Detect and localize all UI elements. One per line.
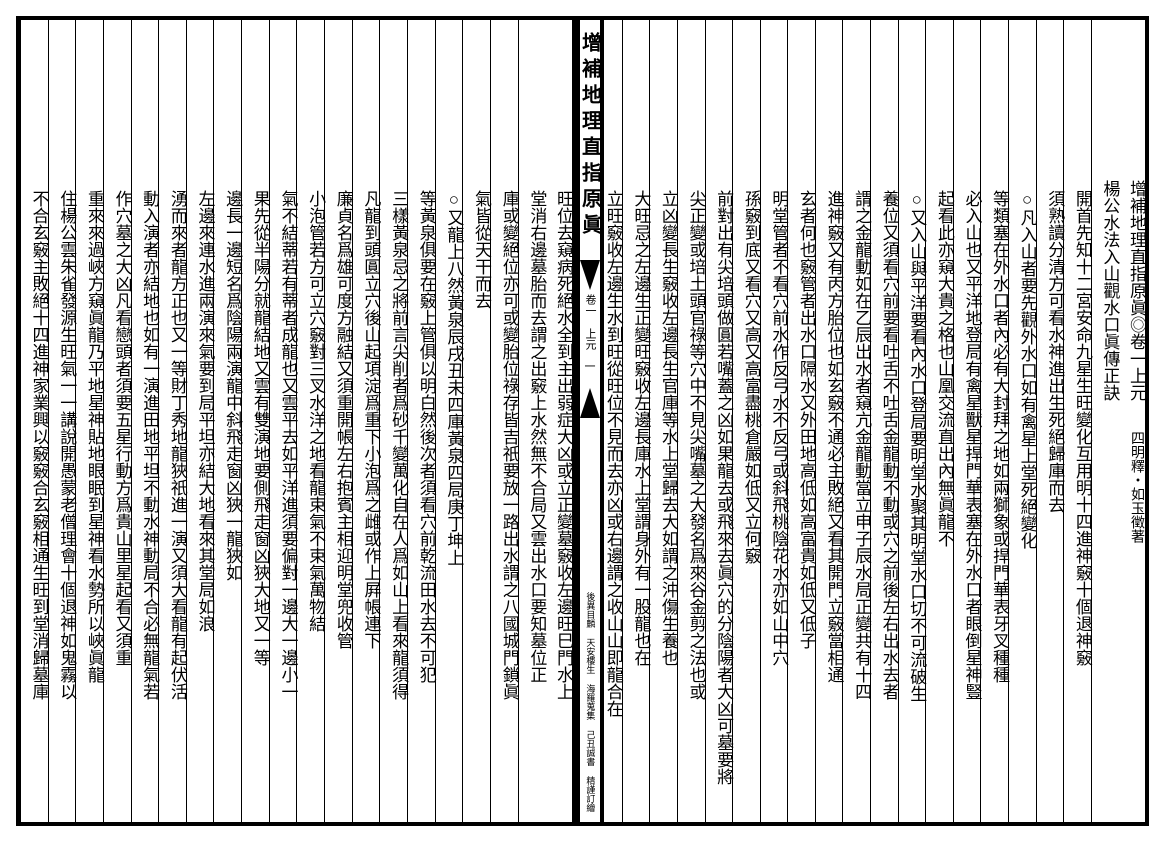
text-column: 進神竅又有丙方胎位也如玄竅不通必主敗絕又看其開門立竅當相通 <box>815 20 843 822</box>
text-column: 須熟讀分清方可看水神進出生死絕歸庫而去 <box>1036 20 1064 822</box>
text-column: 開首先知十二宮安命九星生旺變化互用明十四進神竅十個退神竅 <box>1063 20 1091 822</box>
text-column: 動入演者亦結地也如有一演進田地平坦不動水神動局不合必無龍氣若 <box>131 20 159 822</box>
column-text: 凡龍到頭圓立穴後山起項淀爲重下小泡爲之雌或作上屛帳連下 <box>362 20 379 657</box>
column-text: 左邊來連水進兩演來氣要到局平坦亦結大地看來其堂局如浪 <box>196 20 213 640</box>
column-text: ○凡入山者要先觀外水口如有禽星上堂死絕變化 <box>1019 20 1036 557</box>
text-column: 三樣黃泉忌之將前言尖削者爲砂千變萬化自在人爲如山上看來龍須得 <box>379 20 407 822</box>
spine-volume: 卷一 上元 <box>582 294 598 350</box>
text-column: 湧而來者龍方正也又一等財丁秀地龍狹祇進一演又須大看龍有起伏活 <box>158 20 186 822</box>
column-text: 等黃泉俱要在竅上管俱以明白然後次者須看穴前乾流田水去不可犯 <box>418 20 435 691</box>
column-text: 增補地理直指原眞◎卷一上元四明釋・如玉徵著 <box>1128 20 1145 551</box>
author-name: 四明釋・如玉徵著 <box>1129 431 1144 543</box>
text-column: ○又龍上八然黃泉辰戌丑未四庫黃泉四局庚丁坤上 <box>435 20 463 822</box>
spine-page-number: 一 <box>585 358 596 374</box>
text-column: 增補地理直指原眞◎卷一上元四明釋・如玉徵著 <box>1118 20 1145 822</box>
text-column: 起看此亦窺大貴之格也山凰交流直出內無眞龍不 <box>925 20 953 822</box>
text-column: 左邊來連水進兩演來氣要到局平坦亦結大地看來其堂局如浪 <box>186 20 214 822</box>
column-text: 開首先知十二宮安命九星生旺變化互用明十四進神竅十個退神竅 <box>1074 20 1091 674</box>
column-text: ○又入山與平洋要看內水口登局要明堂水聚其明堂水口切不可流破生 <box>908 20 925 710</box>
spine-credits: 後異目麟 天安樓生 海羅蒐集 己丑誠書 精謹訂繪 <box>585 592 596 822</box>
text-column: 凡龍到頭圓立穴後山起項淀爲重下小泡爲之雌或作上屛帳連下 <box>352 20 380 822</box>
text-column: 庫或變絕位亦可或變胎位祿存皆吉祇要放一路出水謂之八國城門鎖眞 <box>490 20 518 822</box>
text-column: 必入山也又平洋地登局有禽星獸星捍門華表塞在外水口者眼倒星神豎 <box>953 20 981 822</box>
column-text: 堂消右邊墓胎而去謂之出竅上水然無不合局又雲出水口要知墓位正 <box>528 20 545 691</box>
column-text: 起看此亦窺大貴之格也山凰交流直出內無眞龍不 <box>936 20 953 555</box>
column-text: 庫或變絕位亦可或變胎位祿存皆吉祇要放一路出水謂之八國城門鎖眞 <box>501 20 518 708</box>
text-column: 大旺忌之左邊生正變旺竅收左邊長庫水上堂謂身外有一股龍也在 <box>622 20 650 822</box>
column-text: 玄者何也竅管者出水口隔水又外田地高低如高富貴如低又低子 <box>798 20 815 657</box>
column-text: 楊公水法入山觀水口眞傳正訣 <box>1101 20 1118 409</box>
text-column: 謂之金龍動如在乙辰出水者窺亢金龍動當立申子辰水局正變共有十四 <box>842 20 870 822</box>
column-text: 立凶變長生竅收左邊長生官庫等水上堂歸去大如謂之沖傷生養也 <box>660 20 677 674</box>
text-column: 氣不結蒂若有蒂者成龍也又雲平去如平洋進須要偏對一邊大一邊小一 <box>269 20 297 822</box>
column-text: 果先從半陽分就龍結地又雲有雙演地要側飛走窗凶狹大地又一等 <box>252 20 269 674</box>
column-text: 須熟讀分清方可看水神進出生死絕歸庫而去 <box>1046 20 1063 521</box>
text-column: 氣皆從天干而去 <box>462 20 490 822</box>
text-column: 養位又須看穴前要看吐舌不吐舌金龍動不動或穴之前後左右出水去者 <box>870 20 898 822</box>
text-column: 邊長一邊短名爲陰陽兩演龍中斜飛走窗凶狹一龍狹如 <box>213 20 241 822</box>
column-text: 養位又須看穴前要看吐舌不吐舌金龍動不動或穴之前後左右出水去者 <box>881 20 898 708</box>
spine-title: 增補地理直指原眞 <box>576 20 605 240</box>
text-column: 作穴墓之大凶凡看戀頭者須要五星行動方爲貴山里星起看又須重 <box>103 20 131 822</box>
text-column: 重來來過峽方窺眞龍乃平地星神貼地眼眠到星神看水勢所以峽眞龍 <box>75 20 103 822</box>
column-text: 等類塞在外水口者內必有大封拜之地如兩獅象或捍門華表牙叉種種 <box>991 20 1008 691</box>
column-text: 立旺竅收左邊生水到旺從旺位不見而去亦凶或右邊謂之收山山即龍合在 <box>605 20 622 725</box>
text-column: 小泡管若方可立穴竅對三叉水洋之地看龍束氣不束氣萬物結 <box>296 20 324 822</box>
text-column: 廉貞名爲雄可度方融結又須重開帳左右抱賓主相迎明堂兜收管 <box>324 20 352 822</box>
column-text: 進神竅又有丙方胎位也如玄竅不通必主敗絕又看其開門立竅當相通 <box>825 20 842 691</box>
text-column: 等類塞在外水口者內必有大封拜之地如兩獅象或捍門華表牙叉種種 <box>980 20 1008 822</box>
text-column: 前對出有尖培頭做圓若嘴蓋之凶如果龍去或飛來去眞穴的分陰陽者大凶可墓要將 <box>705 20 733 822</box>
text-column: ○凡入山者要先觀外水口如有禽星上堂死絕變化 <box>1008 20 1036 822</box>
column-text: 孫竅到底又看穴又高又高富盡桃倉嚴如低又立何竅 <box>743 20 760 572</box>
text-column: 明堂管者不看穴前水作反弓水不反弓或斜飛桃陰花水亦如山中穴 <box>760 20 788 822</box>
text-column: 果先從半陽分就龍結地又雲有雙演地要側飛走窗凶狹大地又一等 <box>241 20 269 822</box>
column-text: 尖正變或培土頭官祿等穴中不見尖嘴墓之大發名爲來谷金剪之法也或 <box>688 20 705 708</box>
fishtail-bottom <box>580 388 600 418</box>
column-text: 前對出有尖培頭做圓若嘴蓋之凶如果龍去或飛來去眞穴的分陰陽者大凶可墓要將 <box>715 20 732 793</box>
column-text: 三樣黃泉忌之將前言尖削者爲砂千變萬化自在人爲如山上看來龍須得 <box>390 20 407 708</box>
column-text: 大旺忌之左邊生正變旺竅收左邊長庫水上堂謂身外有一股龍也在 <box>632 20 649 674</box>
column-text: 住楊公雲朱雀發源生旺氣一一講說開愚蒙老僧理會十個退神如鬼霧以 <box>58 20 75 708</box>
left-page: 旺位去窺病死絕水全到主出弱症大凶或立正變墓竅收左邊旺巳門水上堂消右邊墓胎而去謂之… <box>16 16 576 826</box>
column-text: 必入山也又平洋地登局有禽星獸星捍門華表塞在外水口者眼倒星神豎 <box>963 20 980 708</box>
fishtail-top <box>580 260 600 290</box>
column-text: 旺位去窺病死絕水全到主出弱症大凶或立正變墓竅收左邊旺巳門水上 <box>555 20 572 708</box>
right-page: 增補地理直指原眞◎卷一上元四明釋・如玉徵著楊公水法入山觀水口眞傳正訣開首先知十二… <box>590 16 1149 826</box>
column-text: 廉貞名爲雄可度方融結又須重開帳左右抱賓主相迎明堂兜收管 <box>335 20 352 657</box>
text-column: 等黃泉俱要在竅上管俱以明白然後次者須看穴前乾流田水去不可犯 <box>407 20 435 822</box>
column-text: 氣皆從天干而去 <box>473 20 490 317</box>
column-text: 重來來過峽方窺眞龍乃平地星神貼地眼眠到星神看水勢所以峽眞龍 <box>86 20 103 691</box>
text-column: 住楊公雲朱雀發源生旺氣一一講說開愚蒙老僧理會十個退神如鬼霧以 <box>48 20 76 822</box>
text-column: 孫竅到底又看穴又高又高富盡桃倉嚴如低又立何竅 <box>732 20 760 822</box>
text-column: ○又入山與平洋要看內水口登局要明堂水聚其明堂水口切不可流破生 <box>898 20 926 822</box>
column-text: 氣不結蒂若有蒂者成龍也又雲平去如平洋進須要偏對一邊大一邊小一 <box>279 20 296 708</box>
column-text: 小泡管若方可立穴竅對三叉水洋之地看龍束氣不束氣萬物結 <box>307 20 324 640</box>
text-column: 堂消右邊墓胎而去謂之出竅上水然無不合局又雲出水口要知墓位正 <box>518 20 546 822</box>
column-text: 不合玄竅主敗絕十四進神家業興以竅竅合玄竅相通生旺到堂消歸墓庫 <box>31 20 48 708</box>
column-text: 動入演者亦結地也如有一演進田地平坦不動水神動局不合必無龍氣若 <box>141 20 158 708</box>
text-column: 立凶變長生竅收左邊長生官庫等水上堂歸去大如謂之沖傷生養也 <box>649 20 677 822</box>
text-column: 尖正變或培土頭官祿等穴中不見尖嘴墓之大發名爲來谷金剪之法也或 <box>677 20 705 822</box>
column-text: 邊長一邊短名爲陰陽兩演龍中斜飛走窗凶狹一龍狹如 <box>224 20 241 589</box>
column-text: 作穴墓之大凶凡看戀頭者須要五星行動方爲貴山里星起看又須重 <box>114 20 131 674</box>
column-text: 湧而來者龍方正也又一等財丁秀地龍狹祇進一演又須大看龍有起伏活 <box>169 20 186 708</box>
column-text: ○又龍上八然黃泉辰戌丑未四庫黃泉四局庚丁坤上 <box>445 20 462 574</box>
text-column: 楊公水法入山觀水口眞傳正訣 <box>1091 20 1119 822</box>
text-column: 玄者何也竅管者出水口隔水又外田地高低如高富貴如低又低子 <box>787 20 815 822</box>
column-text: 明堂管者不看穴前水作反弓水不反弓或斜飛桃陰花水亦如山中穴 <box>770 20 787 674</box>
text-column: 旺位去窺病死絕水全到主出弱症大凶或立正變墓竅收左邊旺巳門水上 <box>545 20 572 822</box>
text-column: 不合玄竅主敗絕十四進神家業興以竅竅合玄竅相通生旺到堂消歸墓庫 <box>20 20 48 822</box>
spine-center: 增補地理直指原眞 卷一 上元 一 後異目麟 天安樓生 海羅蒐集 己丑誠書 精謹訂… <box>576 16 604 826</box>
column-text: 謂之金龍動如在乙辰出水者窺亢金龍動當立申子辰水局正變共有十四 <box>853 20 870 708</box>
book-title: 增補地理直指原眞◎卷一上元 <box>1127 180 1146 401</box>
spine-fishtail: 卷一 上元 一 <box>580 260 600 418</box>
